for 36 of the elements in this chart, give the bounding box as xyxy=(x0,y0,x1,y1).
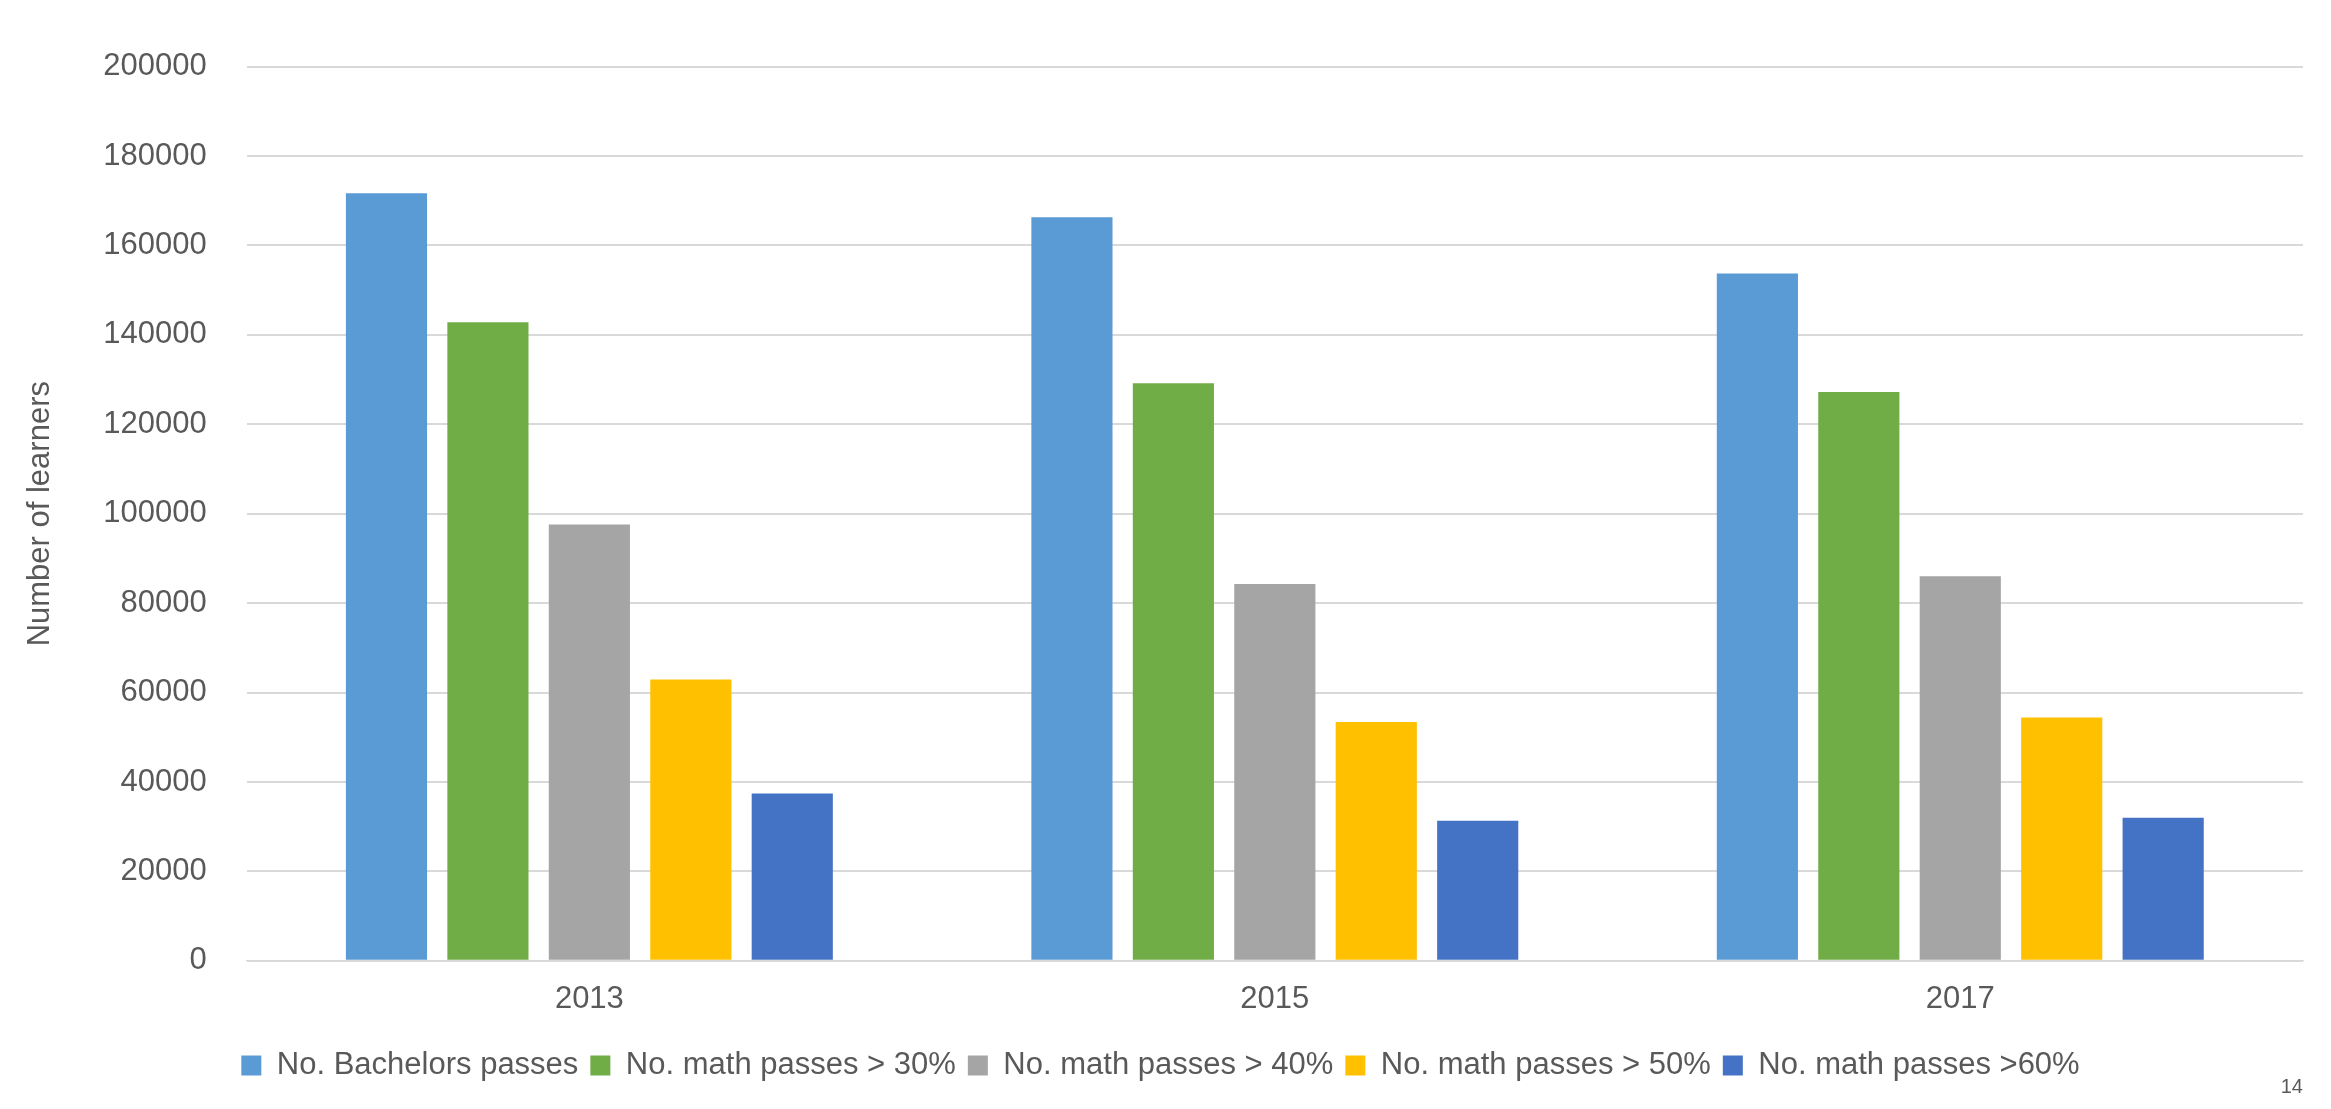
bar xyxy=(2021,717,2103,960)
y-tick-label: 160000 xyxy=(103,225,207,261)
y-tick-label: 100000 xyxy=(103,494,207,530)
bar xyxy=(447,322,529,960)
y-tick-label: 140000 xyxy=(103,315,207,351)
legend-label: No. math passes > 30% xyxy=(625,1046,956,1082)
bar xyxy=(650,679,732,960)
bar xyxy=(1818,392,1900,960)
bar xyxy=(2122,817,2204,960)
legend-label: No. math passes > 50% xyxy=(1380,1046,1711,1082)
y-axis-title: Number of learners xyxy=(21,381,57,647)
text: 14 xyxy=(2280,1074,2303,1097)
bar xyxy=(751,793,833,960)
x-tick-label: 2017 xyxy=(1925,979,1995,1015)
y-tick-label: 60000 xyxy=(120,673,207,709)
bar xyxy=(345,193,428,960)
bar xyxy=(1132,383,1214,960)
bar xyxy=(1919,576,2001,960)
bar xyxy=(548,524,630,960)
y-tick-label: 20000 xyxy=(120,851,207,887)
legend-label: No. math passes > 40% xyxy=(1003,1046,1334,1082)
bar xyxy=(1437,820,1519,960)
legend-label: No. Bachelors passes xyxy=(276,1046,579,1082)
x-tick-label: 2015 xyxy=(1240,979,1310,1015)
y-tick-label: 80000 xyxy=(120,583,207,619)
bar xyxy=(1234,583,1316,960)
y-tick-label: 120000 xyxy=(103,404,207,440)
legend-label: No. math passes >60% xyxy=(1758,1046,2080,1082)
bar xyxy=(1335,722,1417,960)
y-tick-label: 180000 xyxy=(103,136,207,172)
bar xyxy=(1031,217,1113,960)
y-tick-label: 0 xyxy=(189,941,207,977)
y-tick-label: 200000 xyxy=(103,47,207,83)
bar xyxy=(1716,273,1798,960)
y-tick-label: 40000 xyxy=(120,762,207,798)
x-tick-label: 2013 xyxy=(554,979,624,1015)
